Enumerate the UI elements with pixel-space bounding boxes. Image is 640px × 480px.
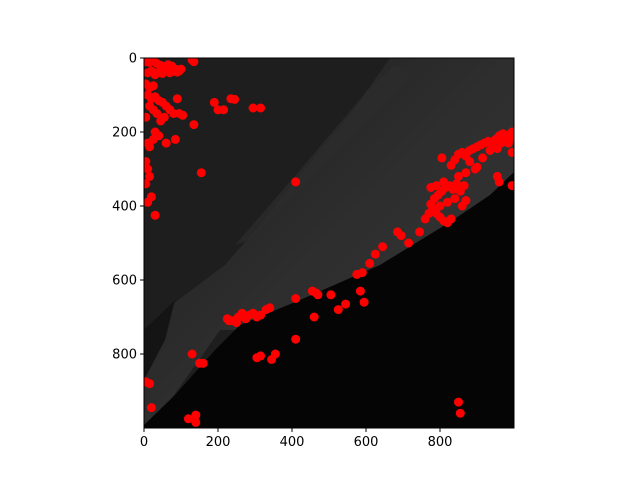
data-point bbox=[189, 120, 199, 130]
data-point bbox=[291, 177, 301, 187]
data-point bbox=[326, 290, 336, 300]
data-point bbox=[144, 138, 153, 148]
data-point bbox=[265, 303, 275, 313]
data-point bbox=[291, 334, 301, 344]
data-point bbox=[145, 379, 155, 389]
data-point bbox=[459, 181, 469, 191]
data-point bbox=[191, 417, 201, 427]
data-point bbox=[485, 146, 495, 155]
data-point bbox=[431, 181, 441, 191]
data-point bbox=[309, 312, 319, 322]
y-tick-label: 400 bbox=[112, 200, 137, 215]
data-point bbox=[396, 231, 406, 241]
data-point bbox=[437, 153, 447, 163]
data-point bbox=[169, 109, 179, 118]
data-point bbox=[256, 351, 266, 361]
band-bright-edge bbox=[235, 65, 412, 245]
data-point bbox=[442, 197, 452, 207]
data-point bbox=[496, 138, 506, 148]
y-tick-label: 600 bbox=[112, 274, 137, 289]
data-point bbox=[378, 242, 388, 252]
x-tick-label: 200 bbox=[206, 435, 231, 450]
x-tick-label: 0 bbox=[140, 435, 148, 450]
left-dark-strip bbox=[144, 300, 175, 380]
data-point bbox=[507, 147, 514, 157]
data-point bbox=[196, 168, 206, 178]
data-point bbox=[291, 294, 301, 303]
x-tick-label: 400 bbox=[280, 435, 305, 450]
data-point bbox=[507, 181, 514, 191]
data-point bbox=[446, 183, 456, 192]
data-point bbox=[148, 81, 158, 91]
x-tick-label: 600 bbox=[354, 435, 379, 450]
data-point bbox=[198, 358, 208, 368]
y-tick-label: 800 bbox=[112, 348, 137, 363]
data-point bbox=[144, 112, 151, 122]
data-point bbox=[341, 299, 351, 309]
data-point bbox=[187, 349, 197, 359]
data-point bbox=[144, 197, 153, 207]
data-point bbox=[152, 109, 162, 118]
data-point bbox=[435, 201, 445, 211]
data-point bbox=[232, 318, 241, 328]
data-point bbox=[357, 268, 367, 278]
data-point bbox=[404, 238, 414, 248]
data-point bbox=[191, 410, 201, 420]
data-point bbox=[209, 97, 219, 107]
data-point bbox=[178, 110, 188, 120]
data-point bbox=[359, 297, 369, 307]
data-point bbox=[455, 408, 465, 418]
scatter-points bbox=[144, 58, 514, 427]
data-point bbox=[454, 171, 463, 181]
data-point bbox=[256, 310, 266, 320]
data-point bbox=[370, 249, 380, 259]
data-point bbox=[144, 164, 153, 174]
data-point bbox=[461, 168, 471, 178]
data-point bbox=[144, 179, 151, 189]
y-axis: 0 200 400 600 800 bbox=[112, 52, 144, 363]
data-point bbox=[507, 127, 514, 137]
data-point bbox=[494, 177, 504, 187]
data-point bbox=[355, 286, 365, 296]
data-point bbox=[450, 194, 460, 204]
data-point bbox=[172, 94, 182, 104]
data-point bbox=[224, 316, 234, 326]
plot-frame bbox=[143, 57, 515, 429]
data-point bbox=[454, 397, 463, 407]
data-point bbox=[189, 58, 199, 67]
dark-lower-region bbox=[144, 172, 514, 428]
data-point bbox=[465, 157, 475, 167]
data-point bbox=[219, 105, 229, 115]
data-point bbox=[461, 196, 471, 205]
tissue-band bbox=[144, 58, 514, 428]
data-point bbox=[150, 210, 160, 220]
data-point bbox=[415, 227, 425, 237]
data-point bbox=[146, 403, 156, 413]
data-point bbox=[313, 290, 323, 300]
data-point bbox=[365, 258, 375, 268]
x-tick-label: 800 bbox=[428, 435, 453, 450]
data-point bbox=[248, 103, 258, 113]
data-point bbox=[478, 153, 488, 163]
data-point bbox=[256, 103, 266, 113]
data-point bbox=[170, 134, 180, 144]
data-point bbox=[145, 171, 155, 181]
data-point bbox=[333, 305, 343, 315]
data-point bbox=[144, 157, 151, 167]
y-tick-label: 0 bbox=[129, 52, 137, 67]
data-point bbox=[176, 64, 186, 74]
data-point bbox=[470, 164, 480, 174]
data-point bbox=[439, 177, 449, 187]
data-point bbox=[183, 414, 193, 424]
data-point bbox=[270, 349, 280, 359]
y-tick-label: 200 bbox=[112, 126, 137, 141]
x-axis: 0 200 400 600 800 bbox=[140, 428, 453, 450]
data-point bbox=[159, 112, 169, 122]
data-point bbox=[446, 214, 456, 224]
data-point bbox=[161, 138, 171, 148]
data-point bbox=[230, 94, 240, 104]
